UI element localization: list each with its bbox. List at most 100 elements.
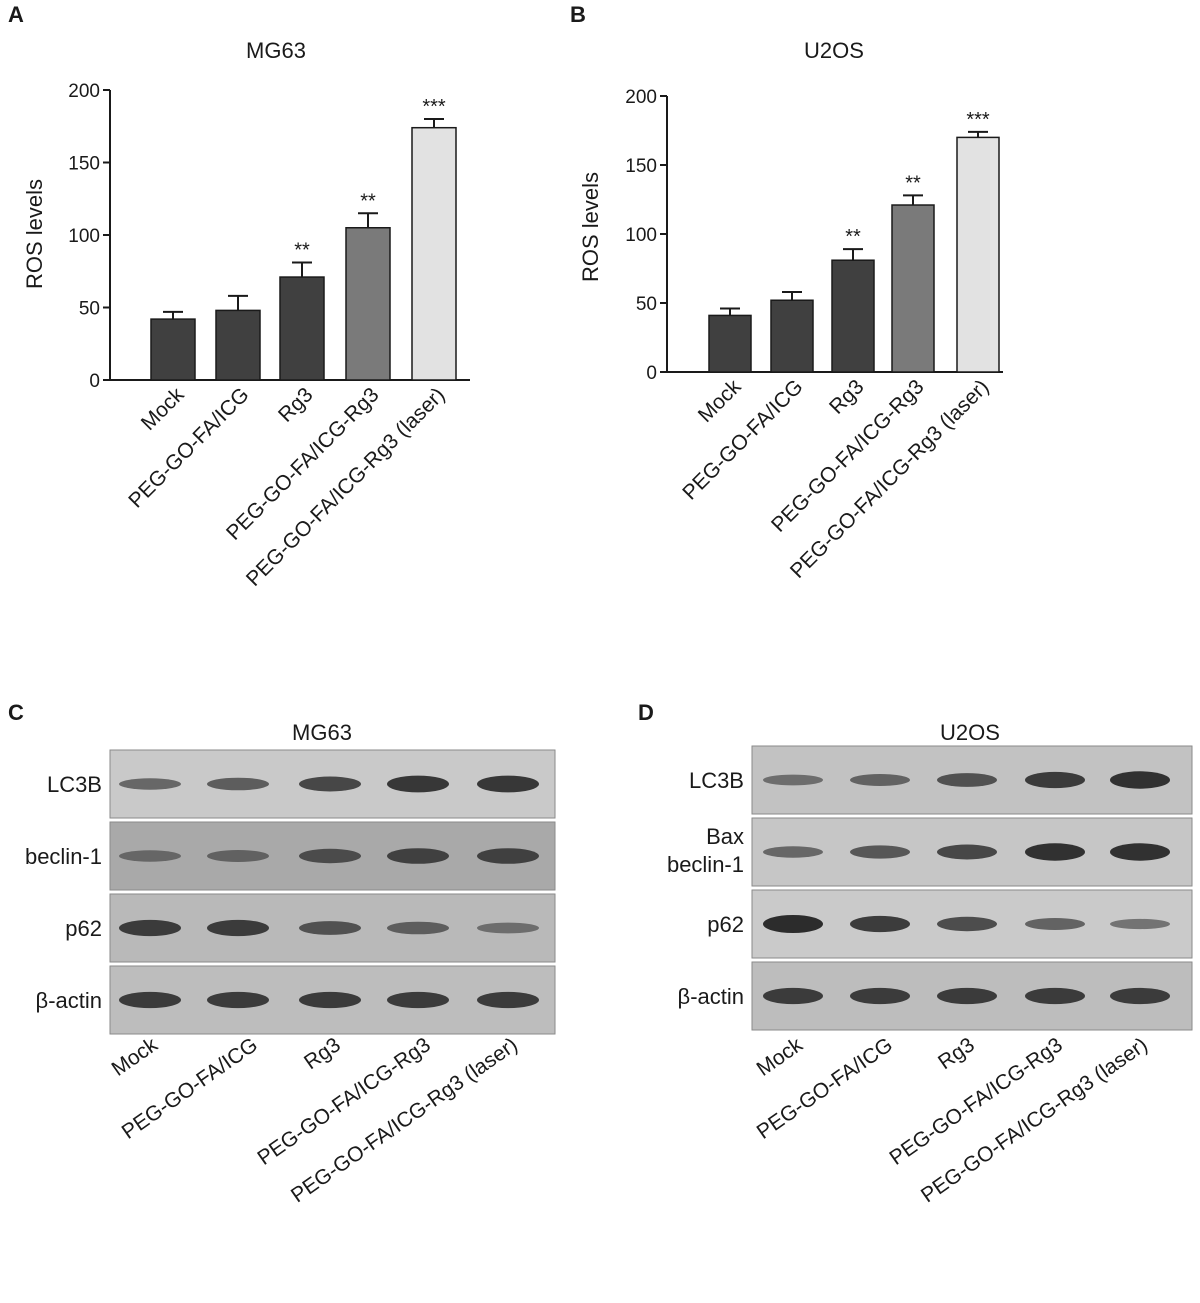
bar [150,318,196,381]
blot-row-label: beclin-1 [667,852,744,877]
significance-label: ** [905,172,921,194]
panel-letter-c: C [8,700,24,725]
bar [956,136,1000,373]
blot-band [937,773,997,787]
blot-band [207,850,269,862]
significance-label: ** [845,226,861,248]
blot-band [1110,771,1170,789]
y-tick-label: 100 [625,225,657,246]
y-tick-label: 150 [625,156,657,177]
blot-band [850,845,910,859]
blot-row-label: beclin-1 [25,844,102,869]
blot-row-label: Bax [706,824,744,849]
blot-band [119,850,181,862]
category-label: Rg3 [825,375,869,419]
bar [770,299,814,373]
blot-band [1110,918,1170,930]
blot-band [119,991,181,1009]
blot-band [207,777,269,791]
blot-band [850,987,910,1005]
y-tick-label: 50 [636,294,657,315]
significance-label: ** [360,190,376,212]
blot-band [477,922,539,934]
chart-title-b: U2OS [804,38,864,63]
blot-band [1025,987,1085,1005]
significance-label: *** [966,109,990,131]
blot-band [207,919,269,937]
blot-band [1110,843,1170,861]
blot-band [387,991,449,1009]
blot-band [763,774,823,786]
blot-band [937,916,997,932]
blot-band [763,915,823,933]
blot-row-label: p62 [707,912,744,937]
category-label: PEG-GO-FA/ICG [678,375,807,504]
blot-band [1110,987,1170,1005]
blot-band [477,775,539,793]
blot-band [477,848,539,864]
western-blot-d: LC3BBaxbeclin-1p62β-actinMockPEG-GO-FA/I… [667,745,1193,1207]
lane-label: Rg3 [300,1033,345,1074]
bar-chart-b: 050100150200MockPEG-GO-FA/ICG**Rg3**PEG-… [625,87,1003,583]
blot-title-d: U2OS [940,720,1000,745]
lane-label: Mock [108,1033,163,1081]
blot-band [387,848,449,864]
bar-chart-a: 050100150200MockPEG-GO-FA/ICG**Rg3**PEG-… [68,81,470,591]
panel-letter-d: D [638,700,654,725]
y-tick-label: 100 [68,226,100,247]
blot-band [387,921,449,935]
bar [411,126,457,381]
blot-band [763,846,823,858]
blot-band [119,778,181,790]
y-tick-label: 0 [646,363,657,384]
blot-band [763,987,823,1005]
blot-row-label: LC3B [47,772,102,797]
category-label: Rg3 [274,383,318,427]
blot-band [1025,918,1085,930]
ylabel-a: ROS levels [22,179,47,289]
blot-band [299,848,361,864]
significance-label: ** [294,240,310,262]
blot-band [937,987,997,1005]
blot-row-label: β-actin [678,984,744,1009]
blot-band [937,844,997,860]
panel-letter-a: A [8,2,24,27]
blot-band [850,774,910,786]
blot-title-c: MG63 [292,720,352,745]
chart-title-a: MG63 [246,38,306,63]
ylabel-b: ROS levels [578,172,603,282]
blot-band [1025,771,1085,789]
blot-row-label: p62 [65,916,102,941]
category-label: PEG-GO-FA/ICG [124,383,253,512]
y-tick-label: 0 [89,371,100,392]
bar [279,276,325,381]
significance-label: *** [422,96,446,118]
category-label: Mock [137,383,189,435]
blot-band [477,991,539,1009]
blot-band [299,776,361,792]
category-label: Mock [694,375,746,427]
y-tick-label: 50 [79,299,100,320]
blot-band [119,919,181,937]
blot-band [850,915,910,933]
blot-band [207,991,269,1009]
bar [708,314,752,373]
blot-band [1025,843,1085,861]
bar [215,309,261,381]
lane-label: Rg3 [934,1033,979,1074]
bar [831,259,875,373]
panel-letter-b: B [570,2,586,27]
blot-band [299,921,361,935]
blot-band [387,775,449,793]
y-tick-label: 150 [68,154,100,175]
bar [891,204,935,373]
blot-row-label: β-actin [36,988,102,1013]
blot-band [299,991,361,1009]
blot-row-label: LC3B [689,768,744,793]
y-tick-label: 200 [68,81,100,102]
y-tick-label: 200 [625,87,657,108]
bar [345,227,391,381]
lane-label: Mock [753,1033,808,1081]
